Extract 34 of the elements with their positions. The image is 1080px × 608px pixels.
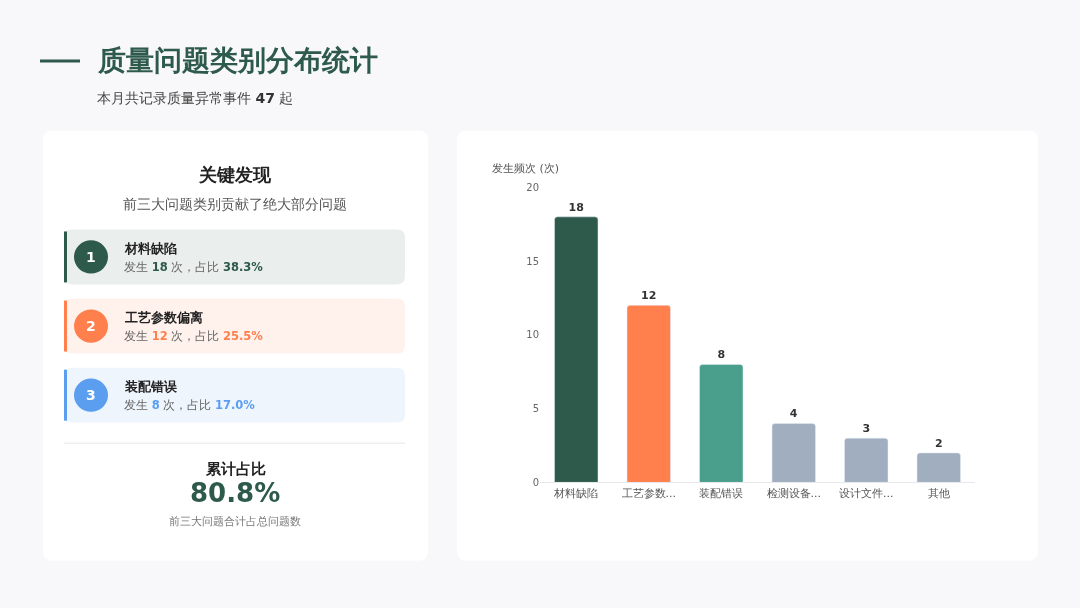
text: 发生 12 次，占比 25.5% <box>124 329 264 343</box>
data-label: 4 <box>789 407 798 421</box>
text: 发生 18 次，占比 38.3% <box>124 260 264 274</box>
y-axis-title: 发生频次 (次) <box>492 162 560 175</box>
data-label: 12 <box>641 289 657 303</box>
x-tick-label: 其他 <box>927 486 950 500</box>
y-tick-label: 0 <box>532 476 539 488</box>
text: 80.8% <box>190 478 281 508</box>
text: 前三大问题类别贡献了绝大部分问题 <box>123 196 347 212</box>
data-label: 18 <box>568 200 584 214</box>
y-tick-label: 20 <box>526 181 539 193</box>
x-tick-label: 装配错误 <box>699 486 744 500</box>
y-tick-label: 10 <box>526 329 539 341</box>
y-tick-label: 5 <box>532 403 539 415</box>
y-tick-label: 15 <box>526 255 539 267</box>
text: 2 <box>86 318 96 334</box>
data-label: 2 <box>934 436 943 450</box>
data-label: 3 <box>862 422 871 436</box>
text: 3 <box>86 387 96 403</box>
text: 工艺参数偏离 <box>124 310 203 325</box>
x-tick-label: 设计文件... <box>839 486 894 500</box>
text: 前三大问题合计占总问题数 <box>169 515 301 528</box>
text: 装配错误 <box>124 379 178 394</box>
text: 质量问题类别分布统计 <box>97 44 378 77</box>
text: 1 <box>86 249 96 265</box>
x-tick-label: 工艺参数... <box>621 486 676 500</box>
text: 关键发现 <box>198 164 272 185</box>
text: 材料缺陷 <box>124 241 177 256</box>
x-tick-label: 检测设备... <box>766 486 821 500</box>
text: 发生 8 次，占比 17.0% <box>124 398 256 412</box>
text: 本月共记录质量异常事件 47 起 <box>97 90 294 106</box>
x-tick-label: 材料缺陷 <box>553 486 599 500</box>
text: 累计占比 <box>205 460 266 478</box>
data-label: 8 <box>717 348 726 362</box>
